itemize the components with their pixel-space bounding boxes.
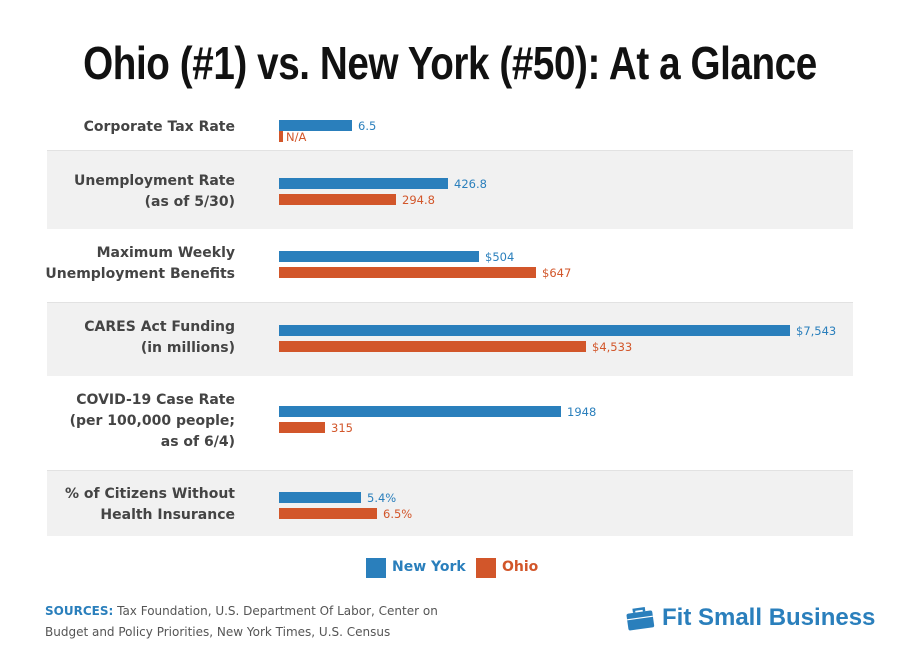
bar-new-york [279, 251, 479, 262]
data-label-ohio: 6.5% [383, 507, 413, 521]
logo-text: Fit Small Business [662, 604, 876, 631]
category-label-line: COVID-19 Case Rate [76, 392, 235, 408]
bar-ohio [279, 508, 377, 519]
bar-new-york [279, 178, 448, 189]
chart-row: CARES Act Funding (in millions) $7,543 $4,5… [47, 302, 853, 376]
category-label-line: CARES Act Funding [84, 319, 235, 335]
legend-swatch-ohio [476, 558, 496, 578]
data-label-ohio: 315 [331, 421, 353, 435]
category-label-line: as of 6/4) [160, 434, 235, 450]
bar-ohio [279, 422, 325, 433]
chart-row: Maximum Weekly Unemployment Benefits $504 $… [45, 228, 853, 302]
bar-new-york [279, 406, 561, 417]
chart-row: Unemployment Rate (as of 5/30) 426.8 294.8 [47, 150, 853, 229]
logo: Fit Small Business [624, 604, 875, 632]
sources-note: SOURCES: Tax Foundation, U.S. Department… [45, 601, 465, 643]
legend-label-ohio: Ohio [502, 559, 539, 575]
bar-ohio [279, 194, 396, 205]
category-label-line: (per 100,000 people; [69, 413, 235, 429]
data-label-new-york: 426.8 [454, 177, 487, 191]
category-label-line: Maximum Weekly [96, 245, 235, 261]
data-label-new-york: $504 [485, 250, 515, 264]
data-label-new-york: 1948 [567, 405, 597, 419]
bar-new-york [279, 325, 790, 336]
data-label-new-york: 6.5 [358, 119, 377, 133]
category-label-line: (as of 5/30) [144, 194, 235, 210]
data-label-new-york: $7,543 [796, 324, 837, 338]
category-label: Corporate Tax Rate [84, 117, 235, 138]
data-label-ohio: $647 [542, 266, 572, 280]
category-label-line: (in millions) [140, 340, 235, 356]
chart-row: Corporate Tax Rate 6.5 N/A [47, 105, 853, 150]
category-label-line: Corporate Tax Rate [83, 119, 235, 135]
bar-ohio [279, 341, 586, 352]
chart-title: Ohio (#1) vs. New York (#50): At a Glanc… [83, 37, 817, 89]
legend-label-new-york: New York [392, 559, 466, 575]
bar-new-york [279, 120, 352, 131]
data-label-ohio: N/A [286, 130, 307, 144]
category-label: Maximum Weekly Unemployment Benefits [45, 243, 235, 285]
legend-swatch-new-york [366, 558, 386, 578]
sources-label: SOURCES: [45, 604, 114, 618]
data-label-ohio: $4,533 [592, 340, 633, 354]
category-label: % of Citizens Without Health Insurance [65, 484, 235, 526]
bar-new-york [279, 492, 361, 503]
briefcase-icon [626, 606, 655, 631]
bar-ohio [279, 131, 283, 142]
category-label-line: Unemployment Benefits [45, 266, 235, 282]
chart-row: COVID-19 Case Rate (per 100,000 people; as… [47, 375, 853, 470]
category-label-line: % of Citizens Without [64, 486, 235, 502]
category-label-line: Unemployment Rate [73, 173, 235, 189]
data-label-ohio: 294.8 [402, 193, 435, 207]
chart-row: % of Citizens Without Health Insurance 5.4… [47, 470, 853, 536]
category-label: CARES Act Funding (in millions) [84, 317, 235, 359]
sources-text: Tax Foundation, U.S. Department Of Labor… [45, 604, 438, 639]
data-label-new-york: 5.4% [367, 491, 397, 505]
category-label: Unemployment Rate (as of 5/30) [74, 171, 235, 213]
category-label-line: Health Insurance [100, 507, 235, 523]
category-label: COVID-19 Case Rate (per 100,000 people; as… [70, 390, 235, 453]
bar-ohio [279, 267, 536, 278]
